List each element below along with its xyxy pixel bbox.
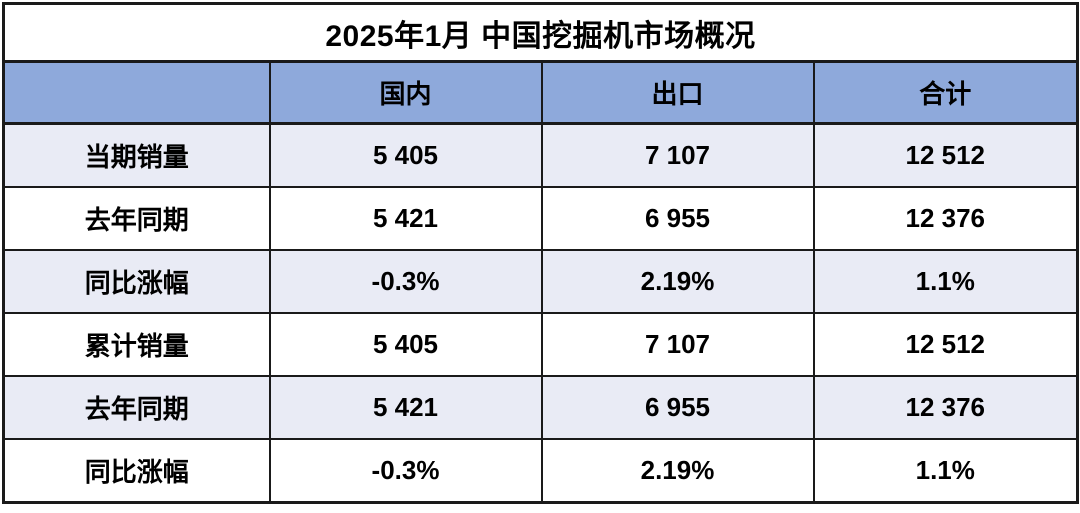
cell-total: 12 512 bbox=[812, 312, 1079, 377]
row-label: 同比涨幅 bbox=[2, 249, 271, 314]
cell-domestic: -0.3% bbox=[268, 438, 543, 504]
table-row: 同比涨幅 -0.3% 2.19% 1.1% bbox=[2, 249, 1079, 314]
cell-total: 12 376 bbox=[812, 186, 1079, 251]
row-label: 累计销量 bbox=[2, 312, 271, 377]
column-header: 出口 bbox=[540, 60, 815, 125]
table-title: 2025年1月 中国挖掘机市场概况 bbox=[2, 2, 1079, 63]
cell-export: 6 955 bbox=[540, 186, 815, 251]
cell-export: 6 955 bbox=[540, 375, 815, 440]
table-row: 当期销量 5 405 7 107 12 512 bbox=[2, 122, 1079, 188]
cell-export: 7 107 bbox=[540, 122, 815, 188]
column-header: 国内 bbox=[268, 60, 543, 125]
row-label: 当期销量 bbox=[2, 122, 271, 188]
column-header: 合计 bbox=[812, 60, 1079, 125]
row-label: 去年同期 bbox=[2, 186, 271, 251]
cell-domestic: 5 405 bbox=[268, 312, 543, 377]
cell-domestic: 5 405 bbox=[268, 122, 543, 188]
cell-export: 7 107 bbox=[540, 312, 815, 377]
cell-export: 2.19% bbox=[540, 249, 815, 314]
cell-total: 1.1% bbox=[812, 438, 1079, 504]
title-row: 2025年1月 中国挖掘机市场概况 bbox=[2, 2, 1079, 63]
table-row: 同比涨幅 -0.3% 2.19% 1.1% bbox=[2, 438, 1079, 504]
cell-total: 12 512 bbox=[812, 122, 1079, 188]
table-row: 去年同期 5 421 6 955 12 376 bbox=[2, 186, 1079, 251]
cell-domestic: -0.3% bbox=[268, 249, 543, 314]
column-header-empty bbox=[2, 60, 271, 125]
cell-total: 1.1% bbox=[812, 249, 1079, 314]
row-label: 同比涨幅 bbox=[2, 438, 271, 504]
cell-total: 12 376 bbox=[812, 375, 1079, 440]
cell-export: 2.19% bbox=[540, 438, 815, 504]
table-row: 去年同期 5 421 6 955 12 376 bbox=[2, 375, 1079, 440]
column-header-row: 国内 出口 合计 bbox=[2, 60, 1079, 125]
excavator-market-table: 2025年1月 中国挖掘机市场概况 国内 出口 合计 当期销量 5 405 7 10… bbox=[2, 2, 1080, 504]
cell-domestic: 5 421 bbox=[268, 186, 543, 251]
table-row: 累计销量 5 405 7 107 12 512 bbox=[2, 312, 1079, 377]
row-label: 去年同期 bbox=[2, 375, 271, 440]
cell-domestic: 5 421 bbox=[268, 375, 543, 440]
